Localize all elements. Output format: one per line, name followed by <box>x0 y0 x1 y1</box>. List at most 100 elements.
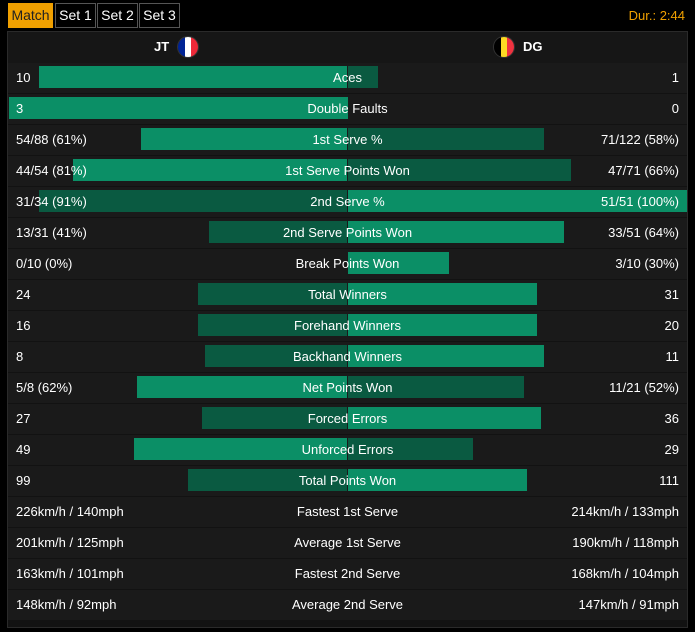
tab-set-2[interactable]: Set 2 <box>97 3 138 28</box>
right-stat-bar <box>347 252 450 274</box>
left-stat-value: 31/34 (91%) <box>16 194 87 209</box>
right-stat-bar <box>347 128 545 150</box>
stat-label: 1st Serve Points Won <box>285 163 410 178</box>
left-stat-value: 8 <box>16 349 24 364</box>
left-stat-value: 226km/h / 140mph <box>16 504 124 519</box>
left-stat-value: 44/54 (81%) <box>16 163 87 178</box>
right-stat-bar <box>347 407 541 429</box>
stat-label: Double Faults <box>307 101 388 116</box>
stat-label: 2nd Serve Points Won <box>282 225 413 240</box>
right-stat-bar <box>347 66 378 88</box>
right-stat-value: 11/21 (52%) <box>609 380 679 395</box>
stat-row: Forced Errors 27 36 <box>8 404 687 434</box>
left-stat-bar <box>8 97 348 119</box>
stat-label: Fastest 2nd Serve <box>294 566 401 581</box>
right-stat-value: 190km/h / 118mph <box>572 535 679 550</box>
stat-row: Backhand Winners 8 11 <box>8 342 687 372</box>
left-stat-value: 148km/h / 92mph <box>16 597 117 612</box>
stat-label: 2nd Serve % <box>310 194 385 209</box>
left-stat-value: 27 <box>16 411 31 426</box>
stat-row: Net Points Won 5/8 (62%) 11/21 (52%) <box>8 373 687 403</box>
left-stat-bar <box>140 128 348 150</box>
right-stat-bar <box>347 221 565 243</box>
right-stat-value: 47/71 (66%) <box>608 163 679 178</box>
right-stat-value: 20 <box>664 318 679 333</box>
tab-match[interactable]: Match <box>8 3 53 28</box>
right-stat-bar <box>347 190 687 212</box>
right-stat-bar <box>347 438 473 460</box>
stat-label: Average 1st Serve <box>294 535 401 550</box>
right-stat-value: 33/51 (64%) <box>608 225 679 240</box>
stat-row: Fastest 1st Serve 226km/h / 140mph 214km/h… <box>8 497 687 527</box>
stat-label: Break Points Won <box>295 256 400 271</box>
stat-label: Total Points Won <box>298 473 397 488</box>
right-stat-value: 147km/h / 91mph <box>578 597 679 612</box>
stat-label: Forehand Winners <box>294 318 401 333</box>
right-stat-bar <box>347 376 524 398</box>
stat-row: Break Points Won 0/10 (0%) 3/10 (30%) <box>8 249 687 279</box>
stat-row: Forehand Winners 16 20 <box>8 311 687 341</box>
right-stat-value: 168km/h / 104mph <box>571 566 679 581</box>
stat-row: Average 2nd Serve 148km/h / 92mph 147km/h … <box>8 590 687 620</box>
tab-set-1[interactable]: Set 1 <box>55 3 96 28</box>
match-duration: Dur.: 2:44 <box>628 8 685 23</box>
right-stat-bar <box>347 469 528 491</box>
right-stat-value: 3/10 (30%) <box>615 256 679 271</box>
left-stat-value: 24 <box>16 287 31 302</box>
stat-row: 1st Serve % 54/88 (61%) 71/122 (58%) <box>8 125 687 155</box>
right-stat-value: 71/122 (58%) <box>600 132 679 147</box>
stat-label: Net Points Won <box>302 380 393 395</box>
stat-label: Unforced Errors <box>301 442 394 457</box>
players-header: JT DG <box>8 32 687 63</box>
stat-label: Fastest 1st Serve <box>296 504 399 519</box>
right-stat-value: 1 <box>671 70 679 85</box>
stat-label: Total Winners <box>308 287 387 302</box>
left-stat-bar <box>133 438 348 460</box>
right-stat-value: 36 <box>664 411 679 426</box>
right-stat-bar <box>347 314 538 336</box>
left-stat-value: 163km/h / 101mph <box>16 566 124 581</box>
left-stat-value: 201km/h / 125mph <box>16 535 124 550</box>
left-stat-bar <box>198 314 348 336</box>
right-player-name: DG <box>523 39 543 54</box>
left-stat-value: 13/31 (41%) <box>16 225 87 240</box>
left-stat-bar <box>201 407 348 429</box>
stat-row: Average 1st Serve 201km/h / 125mph 190km/h… <box>8 528 687 558</box>
left-stat-value: 3 <box>16 101 24 116</box>
belgium-flag-icon <box>493 36 515 58</box>
right-stat-value: 0 <box>671 101 679 116</box>
right-stat-value: 29 <box>664 442 679 457</box>
tab-set-3[interactable]: Set 3 <box>139 3 180 28</box>
stat-row: Aces 10 1 <box>8 63 687 93</box>
left-stat-bar <box>198 283 348 305</box>
stat-label: Aces <box>333 70 362 85</box>
stat-row: Double Faults 3 0 <box>8 94 687 124</box>
left-stat-bar <box>208 221 348 243</box>
left-stat-bar <box>137 376 348 398</box>
left-stat-value: 99 <box>16 473 31 488</box>
left-stat-value: 0/10 (0%) <box>16 256 73 271</box>
right-stat-value: 214km/h / 133mph <box>571 504 679 519</box>
right-stat-bar <box>347 345 545 367</box>
left-stat-value: 54/88 (61%) <box>16 132 87 147</box>
left-stat-bar <box>39 190 348 212</box>
stat-row: 2nd Serve % 31/34 (91%) 51/51 (100%) <box>8 187 687 217</box>
left-stat-bar <box>39 66 348 88</box>
france-flag-icon <box>177 36 199 58</box>
stat-row: Fastest 2nd Serve 163km/h / 101mph 168km/h… <box>8 559 687 589</box>
left-stat-bar <box>188 469 348 491</box>
stat-label: Average 2nd Serve <box>291 597 404 612</box>
left-player-name: JT <box>154 39 170 54</box>
stat-row: 1st Serve Points Won 44/54 (81%) 47/71 (66… <box>8 156 687 186</box>
left-stat-value: 10 <box>16 70 31 85</box>
right-stat-value: 31 <box>664 287 679 302</box>
right-stat-value: 51/51 (100%) <box>600 194 679 209</box>
stat-label: 1st Serve % <box>312 132 383 147</box>
left-stat-bar <box>205 345 348 367</box>
stats-panel: JT DG Aces 10 1 Double Faults 3 0 1st Serve % 5… <box>7 31 688 628</box>
left-stat-value: 16 <box>16 318 31 333</box>
tab-bar: Match Set 1 Set 2 Set 3 Dur.: 2:44 <box>0 0 695 31</box>
stat-label: Forced Errors <box>307 411 388 426</box>
stat-row: Unforced Errors 49 29 <box>8 435 687 465</box>
